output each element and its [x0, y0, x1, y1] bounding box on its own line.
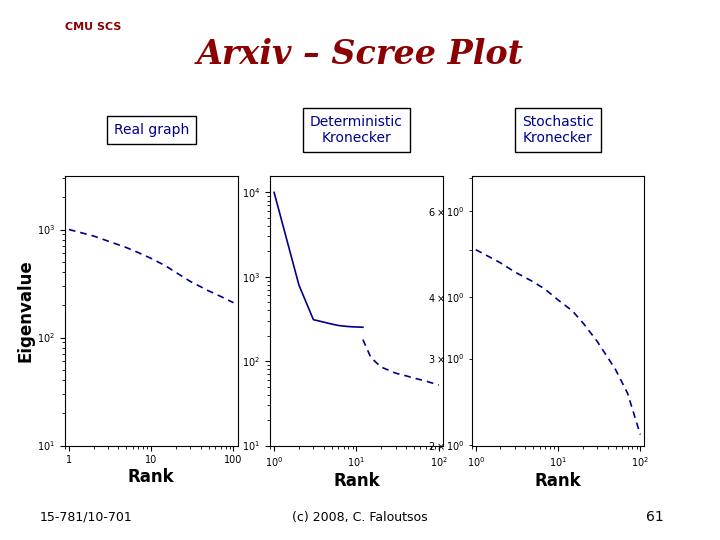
Text: 15-781/10-701: 15-781/10-701 [40, 511, 132, 524]
X-axis label: Rank: Rank [333, 472, 379, 490]
Text: 61: 61 [647, 510, 664, 524]
Text: Stochastic
Kronecker: Stochastic Kronecker [522, 114, 594, 145]
X-axis label: Rank: Rank [128, 468, 174, 486]
Text: Real graph: Real graph [114, 123, 189, 137]
Text: (c) 2008, C. Faloutsos: (c) 2008, C. Faloutsos [292, 511, 428, 524]
Y-axis label: Eigenvalue: Eigenvalue [16, 259, 34, 362]
Text: CMU SCS: CMU SCS [65, 22, 121, 32]
Text: Deterministic
Kronecker: Deterministic Kronecker [310, 114, 402, 145]
X-axis label: Rank: Rank [535, 472, 581, 490]
Text: Arxiv – Scree Plot: Arxiv – Scree Plot [197, 38, 523, 71]
